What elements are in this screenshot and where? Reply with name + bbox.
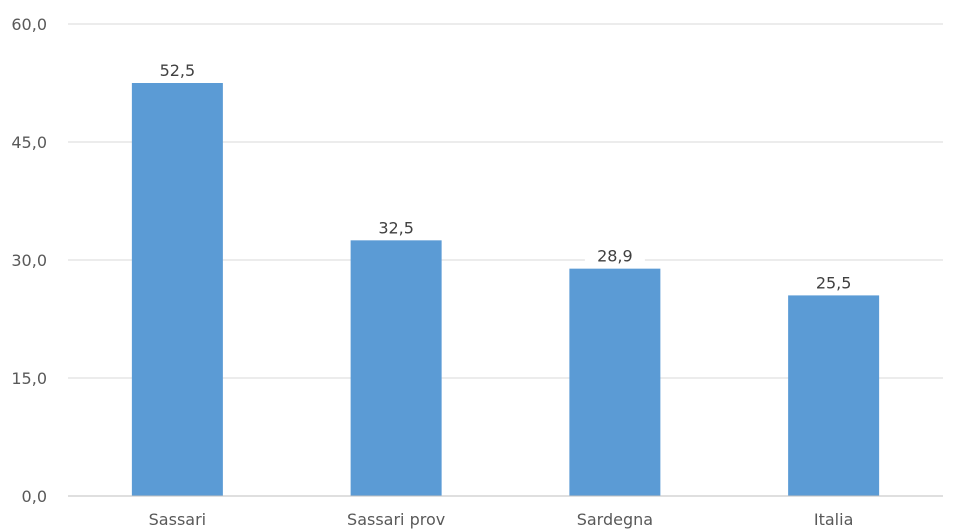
x-category-label: Sardegna <box>577 510 653 529</box>
data-label: 28,9 <box>597 247 633 266</box>
x-category-label: Sassari prov <box>347 510 445 529</box>
y-tick-label: 0,0 <box>22 487 47 506</box>
x-category-label: Italia <box>814 510 854 529</box>
data-label: 25,5 <box>816 273 852 292</box>
bar <box>569 268 661 496</box>
data-label-background <box>366 216 427 239</box>
y-tick-label: 15,0 <box>11 369 47 388</box>
data-label-background <box>584 244 645 267</box>
bars <box>131 83 880 496</box>
data-labels: 52,5 32,5 28,9 25,5 <box>147 59 864 294</box>
y-tick-label: 60,0 <box>11 15 47 34</box>
data-label: 52,5 <box>160 61 196 80</box>
bar <box>350 240 442 496</box>
y-tick-label: 30,0 <box>11 251 47 270</box>
bar <box>131 83 223 496</box>
data-label: 32,5 <box>378 218 414 237</box>
bar <box>788 295 880 496</box>
data-label-background <box>803 271 864 294</box>
x-axis-categories: Sassari Sassari prov Sardegna Italia <box>149 510 854 529</box>
y-tick-label: 45,0 <box>11 133 47 152</box>
x-category-label: Sassari <box>149 510 206 529</box>
data-label-background <box>147 59 208 81</box>
y-axis-ticks: 0,0 15,0 30,0 45,0 60,0 <box>11 15 47 506</box>
